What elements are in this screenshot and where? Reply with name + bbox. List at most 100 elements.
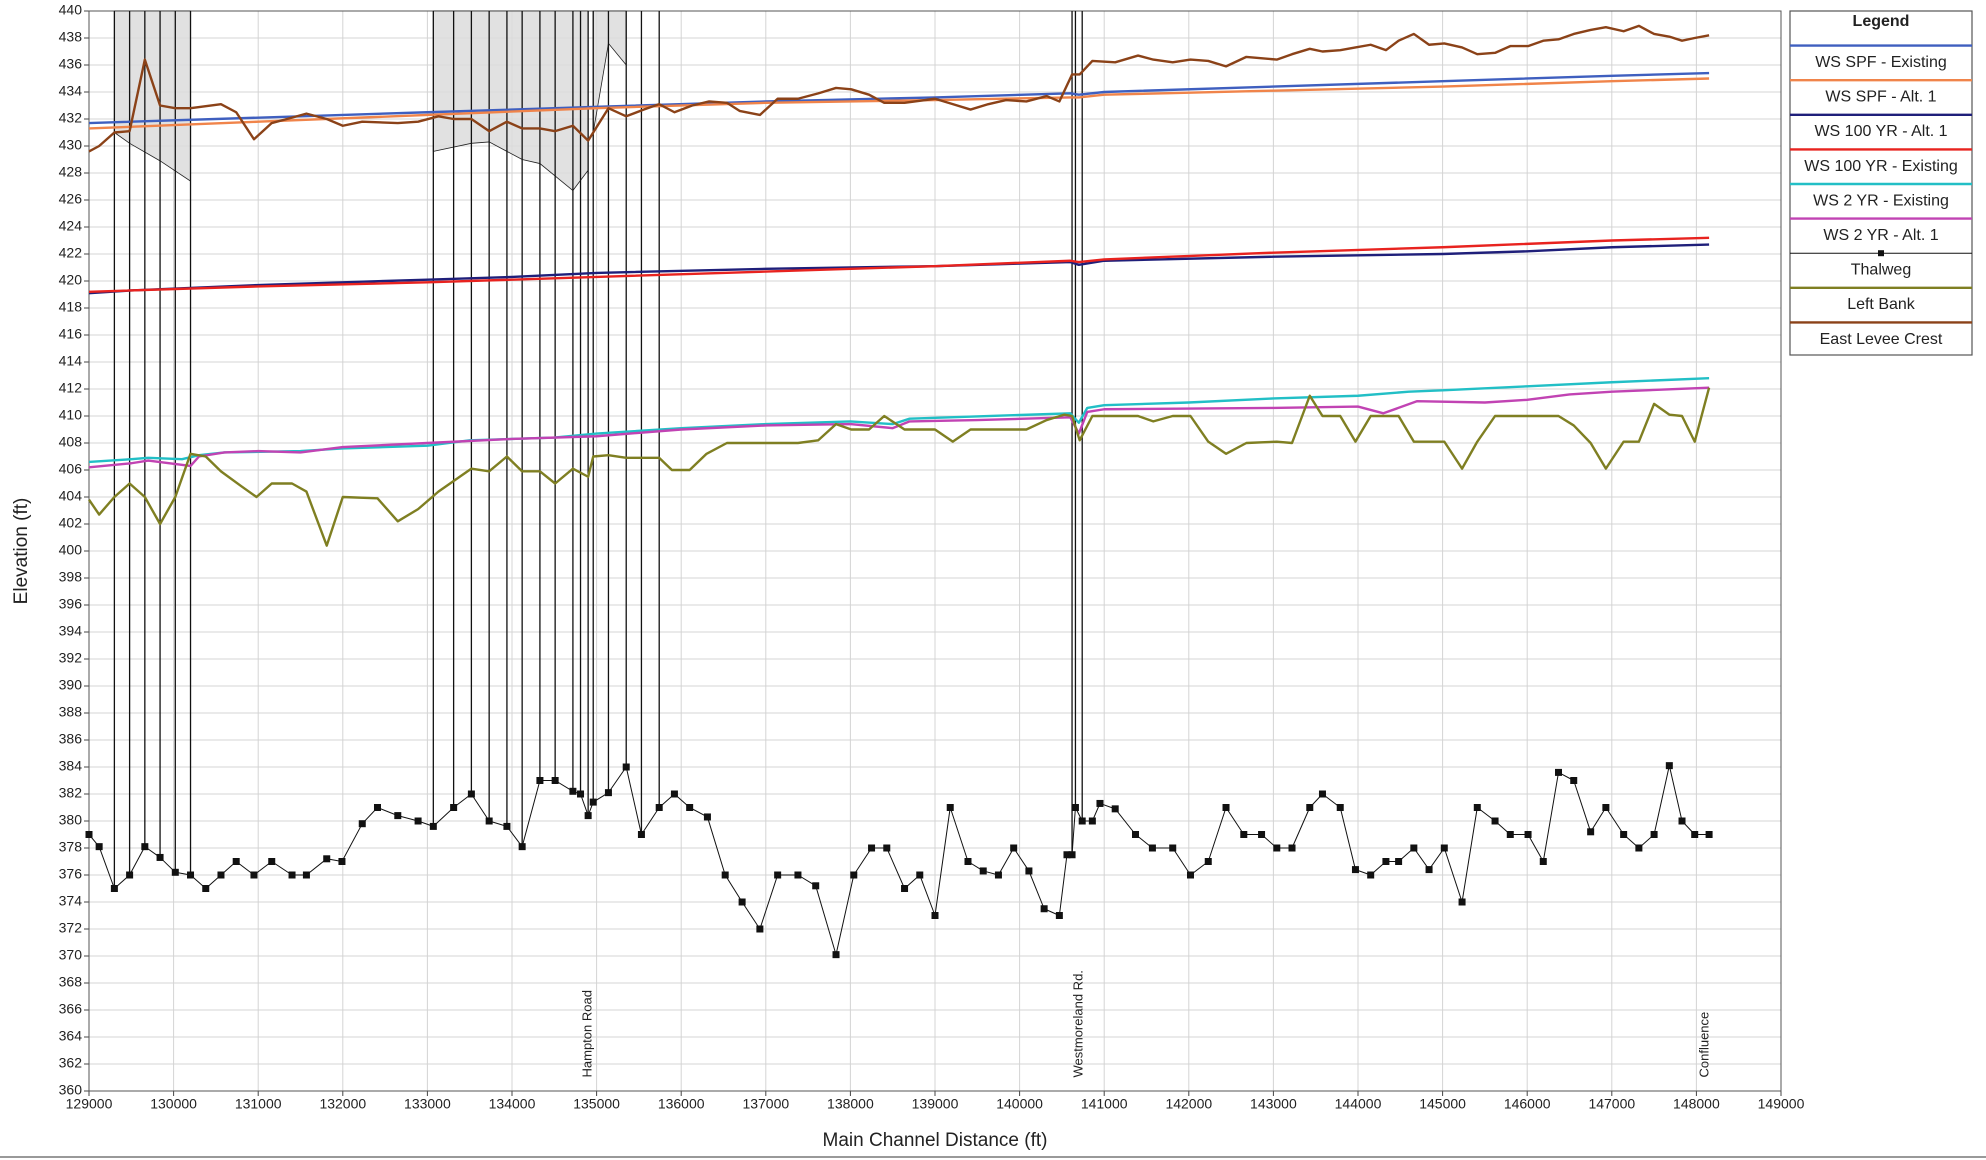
thalweg-marker <box>1088 817 1096 825</box>
thalweg-marker <box>1440 844 1448 852</box>
thalweg-marker <box>450 804 458 811</box>
x-tick-label: 130000 <box>150 1096 197 1112</box>
y-tick-label: 424 <box>59 218 83 234</box>
thalweg-marker <box>1040 905 1048 913</box>
thalweg-marker <box>738 898 746 906</box>
y-tick-label: 396 <box>59 596 83 612</box>
x-tick-label: 141000 <box>1081 1096 1128 1112</box>
x-tick-label: 145000 <box>1419 1096 1466 1112</box>
legend-label: Thalweg <box>1851 262 1911 279</box>
series-line <box>88 77 1710 130</box>
thalweg-marker <box>1318 790 1326 798</box>
thalweg-marker <box>414 817 422 825</box>
thalweg-marker <box>1186 871 1194 879</box>
thalweg-marker <box>584 812 592 820</box>
x-tick-label: 133000 <box>404 1096 451 1112</box>
legend-label: Left Bank <box>1847 296 1916 313</box>
thalweg-marker <box>589 798 597 806</box>
thalweg-marker <box>1382 858 1390 865</box>
y-tick-label: 402 <box>59 515 83 531</box>
thalweg-marker <box>1570 777 1578 784</box>
y-tick-label: 430 <box>59 137 83 153</box>
y-tick-label: 390 <box>59 677 83 693</box>
thalweg-marker <box>536 777 544 784</box>
x-tick-label: 131000 <box>235 1096 282 1112</box>
thalweg-marker <box>994 871 1002 879</box>
legend-label: WS 2 YR - Alt. 1 <box>1823 227 1938 244</box>
thalweg-marker <box>1336 804 1344 811</box>
y-tick-label: 392 <box>59 650 83 666</box>
thalweg-marker <box>1055 912 1063 919</box>
thalweg-marker <box>323 855 331 863</box>
thalweg-marker <box>850 871 858 879</box>
thalweg-marker <box>302 871 310 879</box>
y-tick-label: 398 <box>59 569 83 585</box>
x-tick-label: 139000 <box>912 1096 959 1112</box>
thalweg-marker <box>1078 817 1086 825</box>
thalweg-marker <box>868 844 876 852</box>
thalweg-marker <box>901 885 909 892</box>
y-tick-label: 382 <box>59 785 83 801</box>
x-axis-title: Main Channel Distance (ft) <box>823 1130 1048 1151</box>
thalweg-marker <box>1620 831 1628 838</box>
thalweg-marker <box>931 912 939 919</box>
series-line <box>88 387 1711 547</box>
y-tick-label: 414 <box>59 353 83 369</box>
thalweg-marker <box>156 853 164 861</box>
y-tick-label: 388 <box>59 704 83 720</box>
series-line <box>88 236 1710 293</box>
thalweg-marker <box>394 812 402 820</box>
thalweg-marker <box>774 871 782 879</box>
thalweg-marker <box>1222 804 1230 811</box>
thalweg-marker <box>171 868 179 876</box>
thalweg-marker <box>1491 817 1499 825</box>
y-tick-label: 436 <box>59 56 83 72</box>
y-tick-label: 378 <box>59 839 83 855</box>
x-tick-label: 143000 <box>1250 1096 1297 1112</box>
thalweg-marker <box>1539 858 1547 865</box>
thalweg-marker <box>1587 828 1595 836</box>
thalweg-marker <box>429 822 437 830</box>
annotation: Hampton Road <box>580 990 595 1077</box>
y-tick-label: 432 <box>59 110 83 126</box>
thalweg-marker <box>110 885 118 892</box>
thalweg-marker <box>268 858 276 865</box>
thalweg-marker <box>1351 866 1359 874</box>
thalweg-marker <box>946 804 954 811</box>
x-tick-label: 147000 <box>1588 1096 1635 1112</box>
legend-title: Legend <box>1853 13 1910 30</box>
legend-label: WS 100 YR - Existing <box>1804 158 1958 175</box>
legend-label: WS SPF - Alt. 1 <box>1825 89 1936 106</box>
thalweg-marker <box>604 789 612 797</box>
thalweg-marker <box>637 831 645 838</box>
thalweg-marker <box>1240 831 1248 838</box>
thalweg-marker <box>703 813 711 821</box>
y-tick-label: 400 <box>59 542 83 558</box>
thalweg-marker <box>1650 831 1658 838</box>
thalweg-marker <box>217 871 225 879</box>
thalweg-marker <box>1602 804 1610 811</box>
thalweg-marker <box>1425 866 1433 874</box>
x-tick-label: 135000 <box>573 1096 620 1112</box>
x-tick-label: 129000 <box>66 1096 113 1112</box>
thalweg-marker <box>1025 867 1033 875</box>
thalweg-marker <box>1367 871 1375 879</box>
x-tick-label: 140000 <box>996 1096 1043 1112</box>
thalweg-marker <box>551 777 559 784</box>
thalweg-marker <box>832 951 840 959</box>
thalweg-marker <box>467 790 475 798</box>
thalweg-marker <box>916 871 924 879</box>
thalweg-marker <box>95 843 103 851</box>
y-axis-title: Elevation (ft) <box>11 498 32 605</box>
thalweg-marker <box>373 804 381 811</box>
y-tick-label: 386 <box>59 731 83 747</box>
thalweg-marker <box>1524 831 1532 838</box>
y-tick-label: 394 <box>59 623 83 639</box>
y-tick-label: 376 <box>59 866 83 882</box>
thalweg-marker <box>577 790 585 798</box>
y-tick-label: 420 <box>59 272 83 288</box>
thalweg-marker <box>288 871 296 879</box>
thalweg-marker <box>1458 898 1466 906</box>
thalweg-marker <box>1258 831 1266 838</box>
